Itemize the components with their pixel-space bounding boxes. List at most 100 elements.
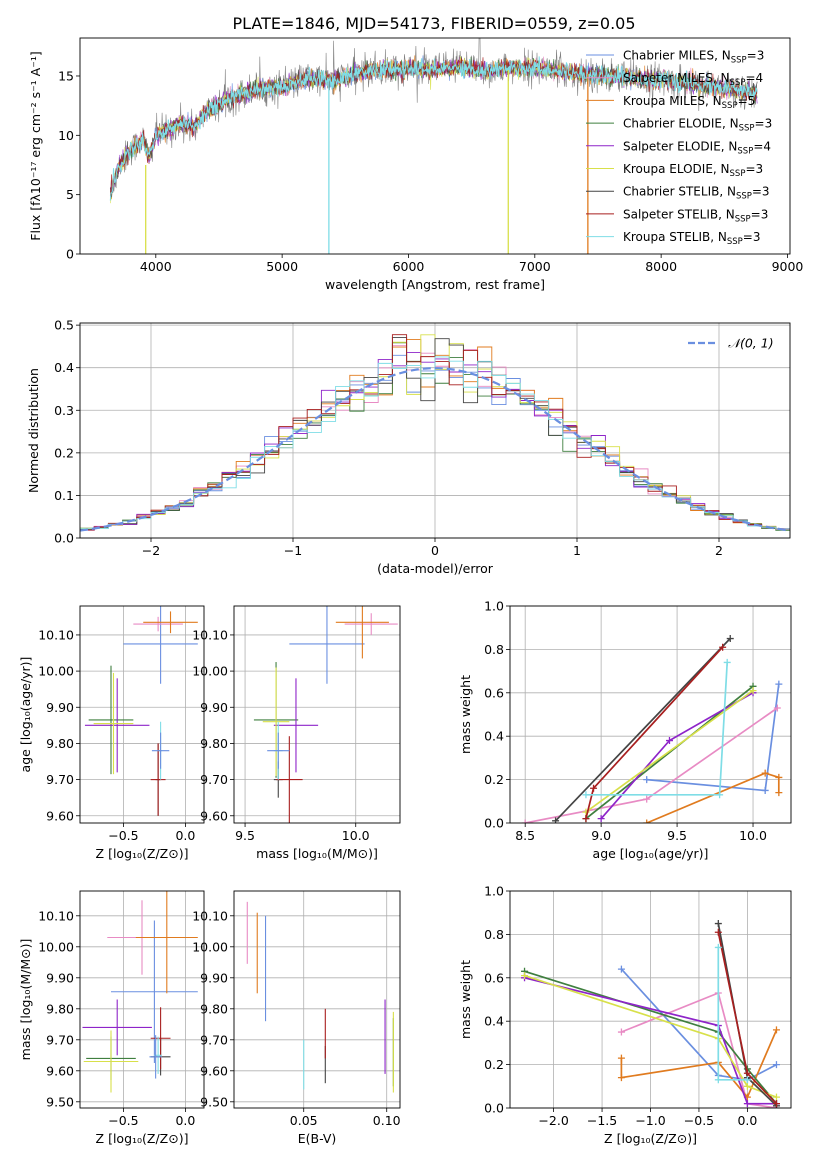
weight-marker (714, 920, 722, 928)
axes-frame (79, 605, 205, 824)
axes-frame (233, 890, 401, 1109)
x-tick-label: −1.5 (587, 1113, 617, 1128)
panel-spectrum: 4000 5000 6000 7000 8000 9000 0 5 10 15 wavelength… (28, 37, 803, 292)
panel-age_vs_Z: −0.5 0.0 9.60 9.70 9.80 9.90 10.00 10.10 Z [log₁… (18, 605, 205, 861)
weight-marker (743, 1076, 751, 1084)
plot-area (253, 606, 398, 823)
y-tick-label: 10 (58, 128, 74, 143)
errorbar-point (143, 611, 198, 634)
plot-area (521, 635, 783, 823)
errorbar-point (273, 678, 319, 773)
weight-line-salpeter-miles (621, 991, 777, 1108)
errorbar-point (149, 1035, 162, 1079)
y-tick-label: 9.90 (200, 970, 228, 985)
axes-frame (233, 605, 401, 824)
y-tick-label: 0.2 (484, 772, 504, 787)
y-tick-label: 9.60 (46, 1063, 74, 1078)
x-tick-label: 5000 (266, 259, 298, 274)
x-tick-label: 10.0 (342, 828, 370, 843)
axes-frame (509, 605, 792, 824)
y-tick-label: 0.2 (54, 445, 74, 460)
weight-line-salpeter-elodie (524, 976, 777, 1105)
y-tick-label: 1.0 (484, 599, 504, 614)
x-axis-label: age [log₁₀(age/yr)] (593, 846, 709, 861)
y-tick-label: 10.00 (192, 664, 228, 679)
legend-entry: Kroupa STELIB, NSSP=3 (623, 230, 761, 247)
weight-marker (761, 769, 769, 777)
weight-marker (775, 773, 783, 781)
y-tick-label: 9.50 (46, 1094, 74, 1109)
errorbar-point (335, 606, 389, 659)
y-tick-label: 0 (66, 247, 74, 262)
x-tick-label: −0.5 (108, 1113, 138, 1128)
weight-marker (643, 795, 651, 803)
weight-marker (716, 791, 724, 799)
y-tick-label: 9.80 (200, 736, 228, 751)
x-tick-label: 0.10 (373, 1113, 401, 1128)
legend-entry: Chabrier STELIB, NSSP=3 (623, 185, 770, 202)
x-tick-label: −0.5 (684, 1113, 714, 1128)
y-axis-label: Normed distribution (26, 368, 41, 493)
y-tick-label: 0.4 (484, 729, 504, 744)
y-tick-label: 15 (58, 68, 74, 83)
y-axis-label: age [log₁₀(age/yr)] (18, 657, 33, 773)
errorbar-point (262, 667, 290, 776)
y-tick-label: 9.90 (46, 700, 74, 715)
weight-marker (552, 817, 560, 823)
errorbar-point (111, 920, 198, 1064)
errorbar-point (83, 1030, 139, 1093)
weight-marker (643, 776, 651, 784)
x-tick-label: −0.5 (108, 828, 138, 843)
weight-marker (714, 943, 722, 951)
x-tick-label: 0 (431, 543, 439, 558)
legend-entry: Chabrier MILES, NSSP=3 (623, 49, 764, 66)
errorbar-point (267, 732, 290, 769)
legend-entry: Salpeter STELIB, NSSP=3 (623, 207, 768, 224)
normal-legend-label: 𝒩(0, 1) (728, 336, 774, 351)
panel-mass_vs_Z: −0.5 0.0 9.50 9.60 9.70 9.80 9.90 10.00 10.10 Z [… (18, 890, 205, 1146)
y-tick-label: 10.10 (192, 627, 228, 642)
weight-marker (772, 1026, 780, 1034)
y-tick-label: 9.50 (200, 1094, 228, 1109)
weight-marker (726, 635, 734, 643)
plot-area (109, 38, 758, 254)
x-tick-label: −2.0 (538, 1113, 568, 1128)
weight-marker (582, 815, 590, 823)
spectrum-model-salpeter-stelib (109, 57, 758, 196)
y-axis-label: mass weight (458, 960, 473, 1039)
y-tick-label: 9.90 (46, 970, 74, 985)
y-tick-label: 0.0 (484, 1101, 504, 1116)
weight-marker (775, 680, 783, 688)
x-tick-label: 4000 (140, 259, 172, 274)
panel-mass_vs_EBV: 0.05 0.10 9.50 9.60 9.70 9.80 9.90 10.00 10.10 E(… (192, 890, 401, 1146)
y-tick-label: 10.10 (38, 627, 74, 642)
weight-marker (714, 1076, 722, 1084)
weight-marker (773, 704, 781, 712)
weight-marker (590, 784, 598, 792)
y-tick-label: 10.00 (38, 939, 74, 954)
y-axis-label: Flux [fλ10⁻¹⁷ erg cm⁻² s⁻¹ A⁻¹] (28, 51, 43, 240)
y-tick-label: 0.0 (484, 816, 504, 831)
x-axis-label: Z [log₁₀(Z/Z⊙)] (96, 846, 189, 861)
x-axis-label: Z [log₁₀(Z/Z⊙)] (604, 1131, 697, 1146)
axes-frame (79, 890, 205, 1109)
legend-entry: Salpeter ELODIE, NSSP=4 (623, 139, 771, 156)
weight-line-kroupa-miles (646, 772, 780, 823)
spectrum-legend: Chabrier MILES, NSSP=3 Salpeter MILES, NS… (586, 49, 772, 247)
errorbar-point (289, 606, 365, 684)
y-tick-label: 0.8 (484, 927, 504, 942)
y-tick-label: 0.3 (54, 403, 74, 418)
axes-frame (509, 890, 792, 1109)
weight-line-chabrier-stelib (554, 637, 731, 822)
y-tick-label: 0.4 (54, 360, 74, 375)
y-tick-label: 10.00 (192, 939, 228, 954)
errorbar-point (150, 1007, 171, 1070)
x-tick-label: −1.0 (635, 1113, 665, 1128)
errorbar-point (93, 672, 134, 775)
panel-age_vs_mass: 9.5 10.0 9.60 9.70 9.80 9.90 10.00 10.10 mass [l… (192, 605, 401, 861)
x-tick-label: −1 (284, 543, 302, 558)
legend-entry: Kroupa ELODIE, NSSP=3 (623, 162, 763, 179)
y-tick-label: 0.8 (484, 642, 504, 657)
y-tick-label: 9.60 (200, 1063, 228, 1078)
figure-title: PLATE=1846, MJD=54173, FIBERID=0559, z=0… (232, 14, 635, 33)
